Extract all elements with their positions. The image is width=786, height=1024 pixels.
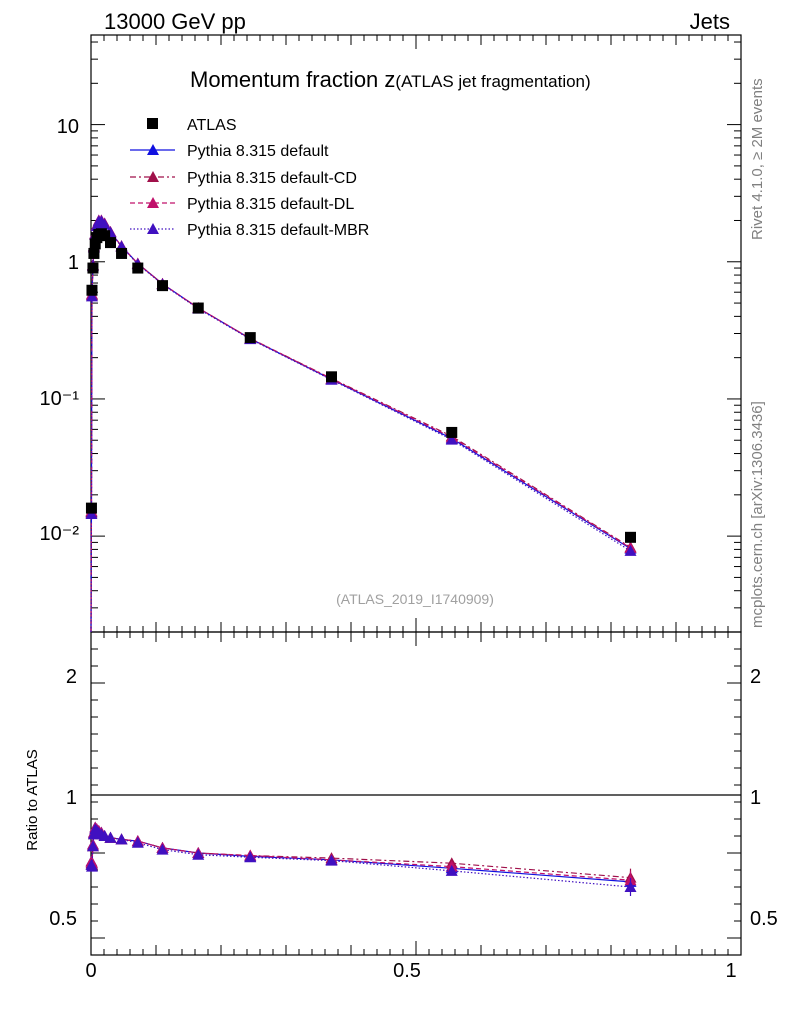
- legend-marker-dl: [147, 197, 159, 208]
- ratio-point-mbr: [115, 833, 128, 845]
- atlas-data-point: [87, 262, 99, 274]
- y-tick-label-1: 1: [68, 252, 79, 274]
- ratio-point-mbr: [156, 843, 169, 855]
- ratio-axis-ticks: [90, 631, 742, 956]
- y-tick-label-0.1: 10⁻¹: [40, 388, 80, 410]
- mcplots-site-label: mcplots.cern.ch [arXiv:1306.3436]: [749, 401, 766, 628]
- chart-title: Momentum fraction z(ATLAS jet fragmentat…: [190, 67, 591, 92]
- legend-label-cd: Pythia 8.315 default-CD: [187, 170, 357, 187]
- series-point-mbr: [85, 290, 98, 302]
- atlas-data-point: [446, 426, 458, 438]
- ratio-axis-label: Ratio to ATLAS: [24, 749, 41, 850]
- ratio-point-mbr: [244, 851, 257, 863]
- atlas-data-point: [89, 238, 101, 250]
- ratio-series-layer: [85, 821, 637, 896]
- ratio-line-dl: [90, 826, 631, 881]
- ratio-tick-label-right-2: 2: [750, 666, 761, 688]
- atlas-data-point: [192, 302, 204, 314]
- atlas-data-point: [625, 531, 636, 543]
- ratio-point-mbr: [325, 854, 338, 866]
- atlas-data-point: [99, 230, 111, 242]
- atlas-data-point: [116, 247, 128, 259]
- x-tick-label-0: 0: [85, 960, 96, 982]
- legend-marker-mbr: [147, 223, 159, 234]
- y-tick-label-10: 10: [57, 116, 79, 138]
- legend: ATLAS Pythia 8.315 default Pythia 8.315 …: [130, 117, 369, 239]
- ratio-tick-label-right-1: 1: [750, 787, 761, 809]
- ratio-tick-label-1: 1: [66, 787, 77, 809]
- legend-label-default: Pythia 8.315 default: [187, 143, 329, 160]
- legend-label-dl: Pythia 8.315 default-DL: [187, 196, 354, 213]
- series-point-mbr: [98, 218, 111, 230]
- main-axis-ticks: [90, 35, 742, 633]
- ratio-point-mbr: [445, 864, 458, 876]
- atlas-data-point: [132, 262, 144, 274]
- header-jets-label: Jets: [690, 9, 730, 34]
- ratio-point-mbr: [85, 860, 98, 872]
- ratio-point-mbr: [86, 840, 99, 852]
- atlas-data-point: [105, 237, 116, 249]
- chart-title-suffix: (ATLAS jet fragmentation): [395, 72, 590, 91]
- header-energy-label: 13000 GeV pp: [104, 9, 246, 34]
- ratio-tick-label-0.5: 0.5: [49, 908, 77, 930]
- legend-marker-cd: [147, 171, 159, 182]
- series-point-mbr: [445, 433, 458, 445]
- series-point-mbr: [624, 544, 637, 556]
- ratio-tick-label-right-0.5: 0.5: [750, 908, 778, 930]
- atlas-data-point: [85, 502, 97, 514]
- ratio-point-mbr: [104, 831, 117, 843]
- atlas-data-point: [326, 371, 337, 383]
- ratio-point-mbr: [192, 848, 205, 860]
- y-tick-label-0.01: 10⁻²: [40, 523, 80, 545]
- analysis-tag: (ATLAS_2019_I1740909): [336, 591, 494, 607]
- x-tick-label-0.5: 0.5: [393, 960, 421, 982]
- atlas-data-point: [86, 284, 98, 296]
- chart-title-main: Momentum fraction z: [190, 67, 395, 92]
- ratio-tick-label-2: 2: [66, 666, 77, 688]
- atlas-data-point: [88, 247, 100, 259]
- legend-label-mbr: Pythia 8.315 default-MBR: [187, 222, 369, 239]
- atlas-data-point: [244, 332, 256, 344]
- atlas-data-point: [157, 280, 168, 292]
- atlas-data-layer: [85, 228, 636, 543]
- ratio-point-mbr: [624, 881, 637, 892]
- ratio-point-mbr: [131, 836, 144, 848]
- legend-label-atlas: ATLAS: [187, 117, 237, 134]
- rivet-version-label: Rivet 4.1.0, ≥ 2M events: [749, 78, 766, 240]
- legend-marker-default: [147, 144, 159, 155]
- x-tick-label-1: 1: [725, 960, 736, 982]
- legend-marker-atlas: [147, 118, 158, 129]
